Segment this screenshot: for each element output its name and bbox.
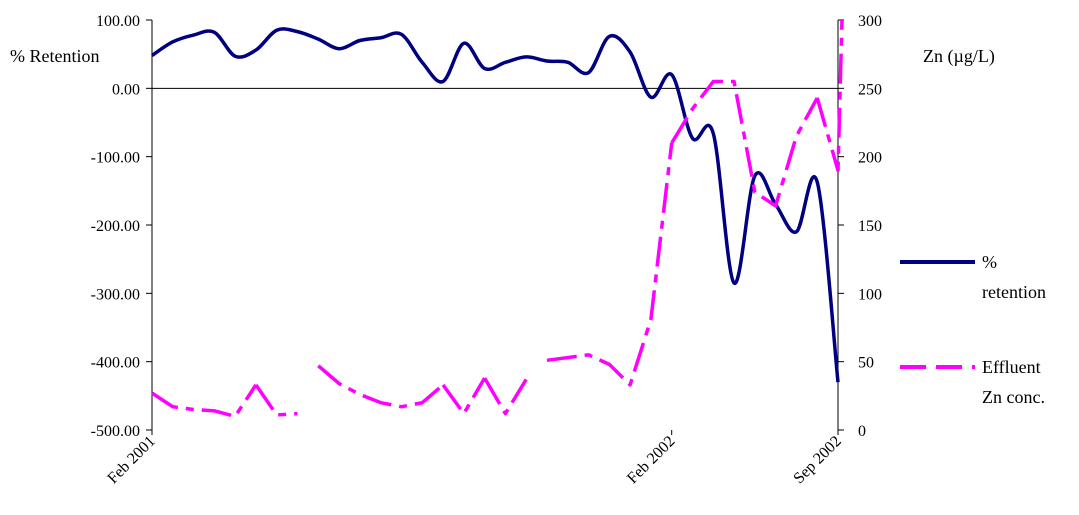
left-axis-tick-label: -200.00 xyxy=(91,218,140,235)
series-line-effluent-zn xyxy=(151,383,258,419)
right-axis-tick-label: 100 xyxy=(858,286,882,303)
x-axis-tick-label: Feb 2002 xyxy=(624,433,678,487)
series-line-effluent-zn xyxy=(546,142,674,387)
right-axis-tick-label: 300 xyxy=(858,13,882,30)
legend-label: Zn conc. xyxy=(982,387,1045,407)
x-axis-tick-label: Sep 2002 xyxy=(790,433,844,487)
legend-label: % xyxy=(982,252,997,272)
left-axis-tick-label: 100.00 xyxy=(96,13,140,30)
right-axis-tick-label: 50 xyxy=(858,355,874,372)
series-line-effluent-zn xyxy=(483,377,528,416)
left-axis-tick-label: -100.00 xyxy=(91,150,140,167)
plot-area: 100.00 0.00 -100.00 -200.00 -300.00 -400.00 -5… xyxy=(91,13,1046,487)
series-line-retention xyxy=(151,27,840,383)
left-axis-title: % Retention xyxy=(10,46,99,66)
left-axis-tick-label: -300.00 xyxy=(91,286,140,303)
legend-label: retention xyxy=(982,282,1046,302)
right-axis-tick-label: 150 xyxy=(858,218,882,235)
series-line-effluent-zn xyxy=(815,19,844,173)
left-axis-tick-label: 0.00 xyxy=(112,81,140,98)
left-axis-tick-label: -500.00 xyxy=(91,423,140,440)
series-line-effluent-zn xyxy=(317,364,445,409)
legend-label: Effluent xyxy=(982,357,1041,377)
series-line-effluent-zn xyxy=(441,377,487,416)
x-axis-tick-label: Feb 2001 xyxy=(104,433,158,487)
right-axis-tick-label: 250 xyxy=(858,81,882,98)
right-axis-title: Zn (µg/L) xyxy=(923,46,995,67)
right-axis-tick-label: 200 xyxy=(858,150,882,167)
left-axis-tick-label: -400.00 xyxy=(91,355,140,372)
series-line-effluent-zn xyxy=(254,383,298,417)
series-line-effluent-zn xyxy=(670,79,819,208)
right-axis-tick-label: 0 xyxy=(858,423,866,440)
